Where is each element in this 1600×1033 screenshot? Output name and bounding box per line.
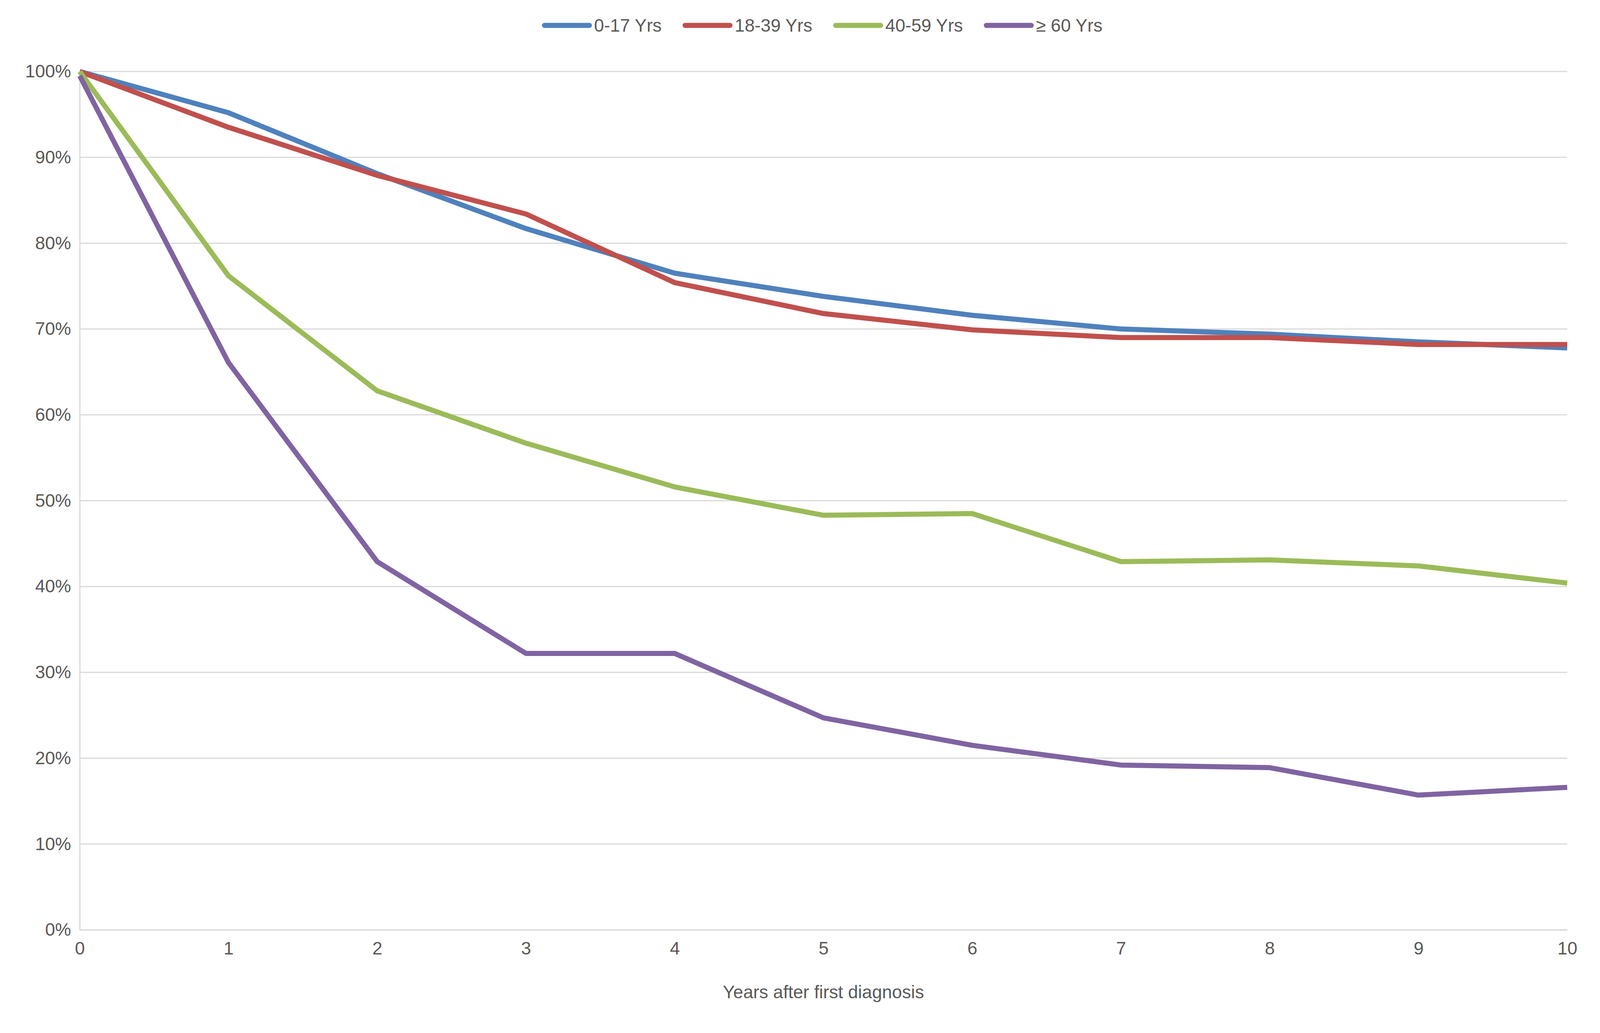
tick: 0%	[45, 919, 80, 940]
tick: 5	[818, 929, 829, 959]
grid-line	[79, 500, 1568, 502]
tick-label: 40%	[35, 575, 72, 597]
grid	[79, 71, 1568, 930]
tick-label: 1	[223, 937, 234, 959]
tick: 30%	[35, 661, 80, 683]
tick: 1	[223, 929, 234, 959]
legend-label: 18-39 Yrs	[734, 15, 813, 36]
grid-line	[79, 71, 1568, 73]
tick: 9	[1413, 929, 1424, 959]
tick: 4	[669, 929, 681, 959]
grid-line	[79, 328, 1568, 330]
y-axis: 0% 10% 20% 30% 40% 50% 60% 70% 80% 90% 100%	[25, 60, 80, 940]
grid-line	[79, 843, 1568, 845]
legend-swatch	[986, 23, 1032, 29]
tick-label: 5	[818, 937, 829, 959]
series-line	[79, 75, 1568, 795]
tick: 60%	[35, 404, 80, 425]
tick: 80%	[35, 232, 80, 254]
tick-label: 90%	[35, 146, 72, 168]
x-axis-title: Years after first diagnosis	[723, 981, 925, 1002]
legend-label: 40-59 Yrs	[885, 15, 963, 36]
x-axis: 0 1 2 3 4 5 6 7 8 9 10	[75, 929, 1578, 959]
tick-label: 80%	[35, 232, 72, 254]
legend-item: 0-17 Yrs	[544, 15, 662, 36]
legend-item: 40-59 Yrs	[835, 15, 963, 36]
tick-label: 50%	[35, 490, 72, 511]
legend-swatch	[835, 23, 881, 29]
legend-swatch	[544, 23, 590, 29]
series-line	[79, 71, 1568, 583]
grid-line	[79, 156, 1568, 158]
tick: 40%	[35, 575, 80, 597]
legend-item: 18-39 Yrs	[685, 15, 813, 36]
tick-label: 20%	[35, 747, 72, 768]
tick: 10%	[35, 833, 80, 854]
tick-label: 9	[1413, 937, 1424, 959]
tick: 6	[967, 929, 978, 959]
tick-label: 100%	[25, 60, 72, 82]
tick: 50%	[35, 490, 80, 511]
plot-area	[79, 71, 1568, 795]
tick-label: 2	[372, 937, 383, 959]
tick: 8	[1264, 929, 1275, 959]
tick: 7	[1116, 929, 1127, 959]
grid-line	[79, 585, 1568, 588]
tick: 3	[521, 929, 532, 959]
grid-line	[79, 929, 1568, 931]
grid-line	[79, 242, 1568, 244]
tick: 100%	[25, 60, 80, 82]
grid-line	[79, 757, 1568, 759]
series-line	[79, 71, 1568, 348]
chart: 0% 10% 20% 30% 40% 50% 60% 70% 80% 90% 100% 0 1 2 3 4 5 6…	[0, 0, 1600, 1033]
tick-label: 4	[669, 937, 681, 959]
tick-label: 30%	[35, 661, 72, 683]
tick: 20%	[35, 747, 80, 768]
axis-line	[79, 71, 81, 931]
tick-label: 3	[521, 937, 532, 959]
axis-line	[80, 929, 1568, 931]
tick-label: 8	[1264, 937, 1275, 959]
grid-line	[79, 671, 1568, 673]
tick-label: 7	[1116, 937, 1127, 959]
tick-label: 0	[75, 937, 86, 959]
tick-label: 10%	[35, 833, 72, 854]
series-line	[79, 71, 1568, 345]
tick-label: 10	[1557, 937, 1578, 959]
legend-label: 0-17 Yrs	[594, 15, 662, 36]
legend-label: ≥ 60 Yrs	[1035, 15, 1103, 36]
tick: 70%	[35, 318, 80, 339]
tick-label: 70%	[35, 318, 72, 339]
tick-label: 0%	[45, 919, 72, 940]
legend: 0-17 Yrs 18-39 Yrs 40-59 Yrs ≥ 60 Yrs	[544, 15, 1103, 36]
grid-line	[79, 414, 1568, 416]
legend-item: ≥ 60 Yrs	[986, 15, 1103, 36]
tick: 2	[372, 929, 383, 959]
legend-swatch	[685, 23, 731, 29]
tick: 90%	[35, 146, 80, 168]
tick: 0	[75, 929, 86, 959]
tick: 10	[1557, 929, 1578, 959]
tick-label: 6	[967, 937, 978, 959]
tick-label: 60%	[35, 404, 72, 425]
